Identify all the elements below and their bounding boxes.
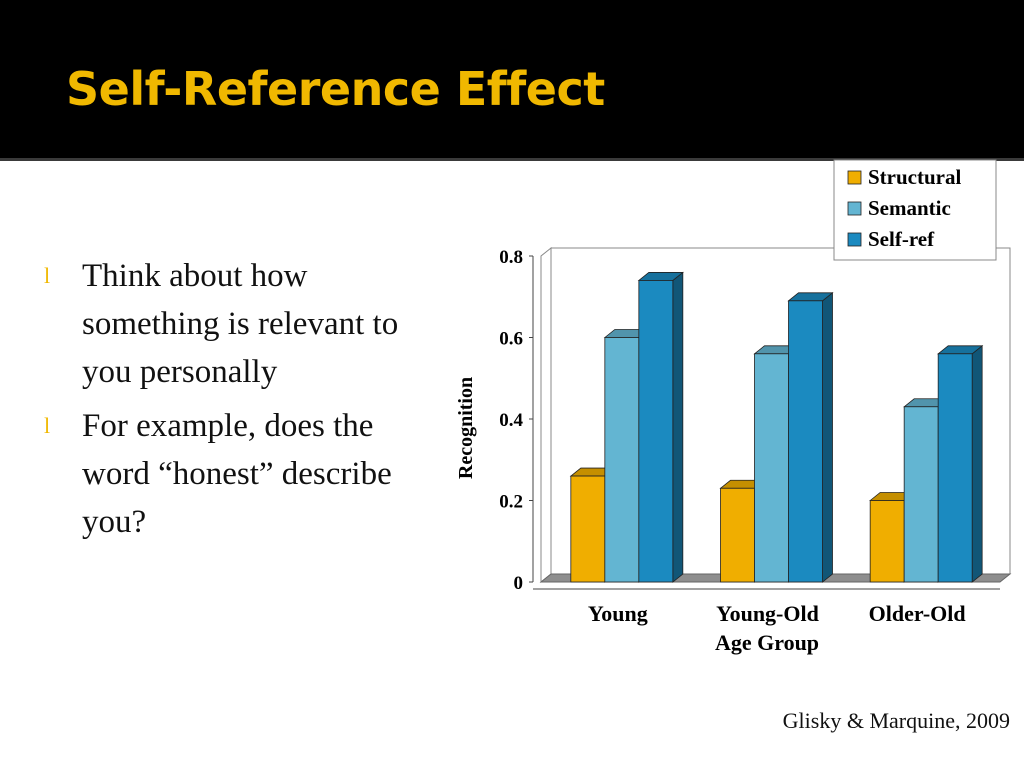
- legend-label: Structural: [868, 165, 961, 189]
- title-bar: [0, 0, 1024, 158]
- bar: [638, 280, 674, 583]
- y-tick-label: 0.2: [499, 492, 523, 513]
- legend-swatch: [847, 170, 862, 185]
- bullet-marker-icon: l: [44, 263, 51, 288]
- legend-label: Self-ref: [868, 227, 935, 251]
- bar: [570, 475, 606, 583]
- x-axis-title: Age Group: [715, 630, 819, 655]
- legend-swatch: [847, 232, 862, 247]
- bar: [604, 337, 640, 583]
- bar-side: [672, 271, 684, 583]
- bar-side: [971, 344, 983, 583]
- x-tick-label: Young-Old: [716, 601, 819, 626]
- chart-side-wall: [540, 246, 552, 584]
- x-tick-label: Young: [588, 601, 648, 626]
- slide-title: Self-Reference Effect: [66, 62, 605, 116]
- bullet-item: l For example, does the word “honest” de…: [44, 402, 424, 546]
- bullet-list: l Think about how something is relevant …: [44, 252, 424, 552]
- y-axis-title: Recognition: [455, 377, 477, 479]
- bullet-text: For example, does the word “honest” desc…: [82, 408, 392, 540]
- bullet-item: l Think about how something is relevant …: [44, 252, 424, 396]
- bar: [720, 487, 755, 583]
- y-tick-label: 0.4: [499, 410, 523, 431]
- y-tick-label: 0.8: [499, 247, 523, 268]
- citation: Glisky & Marquine, 2009: [782, 708, 1010, 733]
- bar: [754, 353, 789, 583]
- bar: [788, 300, 823, 583]
- x-tick-label: Older-Old: [869, 601, 966, 626]
- legend-label: Semantic: [868, 196, 951, 220]
- bar: [937, 353, 973, 583]
- bullet-text: Think about how something is relevant to…: [82, 258, 399, 390]
- bullet-marker-icon: l: [44, 413, 51, 438]
- bar: [903, 406, 939, 583]
- y-tick-label: 0.6: [499, 329, 523, 350]
- title-divider: [0, 158, 1024, 161]
- y-tick-label: 0: [514, 573, 524, 594]
- bar: [869, 500, 905, 583]
- bar-side: [822, 291, 833, 583]
- legend-swatch: [847, 201, 862, 216]
